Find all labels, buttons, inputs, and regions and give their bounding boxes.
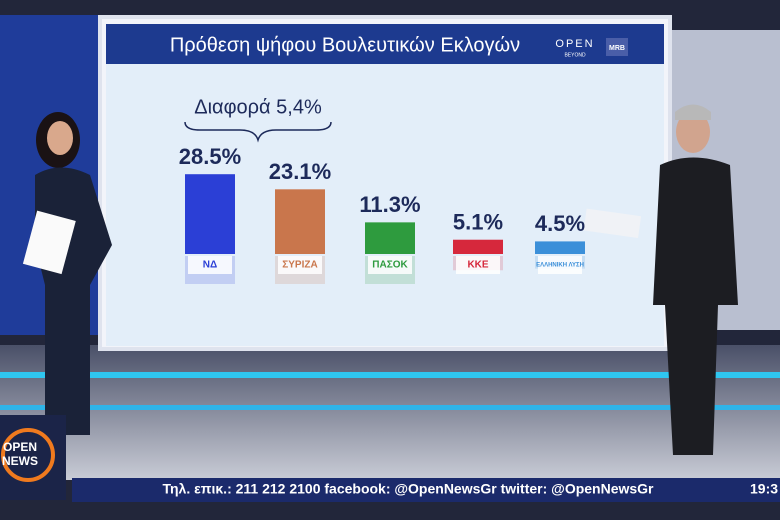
category-label: ΚΚΕ: [467, 260, 488, 271]
light-strip: [0, 405, 780, 410]
bar: [535, 241, 585, 254]
clock: 19:3: [750, 481, 778, 497]
category-label: ΠΑΣΟΚ: [372, 260, 408, 271]
category-label: ΕΛΛΗΝΙΚΗ ΛΥΣΗ: [536, 263, 584, 269]
value-label: 28.5%: [179, 144, 241, 169]
value-label: 23.1%: [269, 159, 331, 184]
brand-sub: BEYOND: [564, 52, 586, 58]
bar: [185, 174, 235, 254]
pollster-box: [606, 38, 628, 56]
channel-logo-text: OPEN: [3, 440, 37, 454]
logo-plate: [538, 256, 582, 274]
ticker-bar: [72, 478, 780, 502]
logo-plate: [278, 256, 322, 274]
chart-title: Πρόθεση ψήφου Βουλευτικών Εκλογών: [170, 34, 520, 56]
ticker-text: Τηλ. επικ.: 211 212 2100 facebook: @Open…: [162, 481, 654, 497]
category-label: ΣΥΡΙΖΑ: [282, 260, 317, 271]
logo-plate: [456, 256, 500, 274]
channel-logo-ring: [1, 428, 55, 482]
logo-plate: [188, 256, 232, 274]
bar: [453, 239, 503, 254]
logo-plate: [368, 256, 412, 274]
category-label: ΝΔ: [203, 260, 217, 271]
brand-logo: OPEN: [555, 38, 594, 50]
bar: [275, 189, 325, 254]
pollster-logo: MRB: [609, 45, 625, 52]
annotation: Διαφορά 5,4%: [194, 96, 322, 118]
value-label: 4.5%: [535, 211, 585, 236]
channel-logo-text: NEWS: [2, 454, 38, 468]
studio-floor: [0, 345, 780, 480]
bar: [365, 222, 415, 254]
value-label: 5.1%: [453, 210, 503, 235]
title-bar: [106, 24, 664, 64]
presenter-right: [583, 104, 738, 455]
annotation-brace: [184, 121, 332, 143]
value-label: 11.3%: [359, 192, 420, 217]
presenter-left: [22, 112, 112, 435]
light-strip: [0, 372, 780, 378]
